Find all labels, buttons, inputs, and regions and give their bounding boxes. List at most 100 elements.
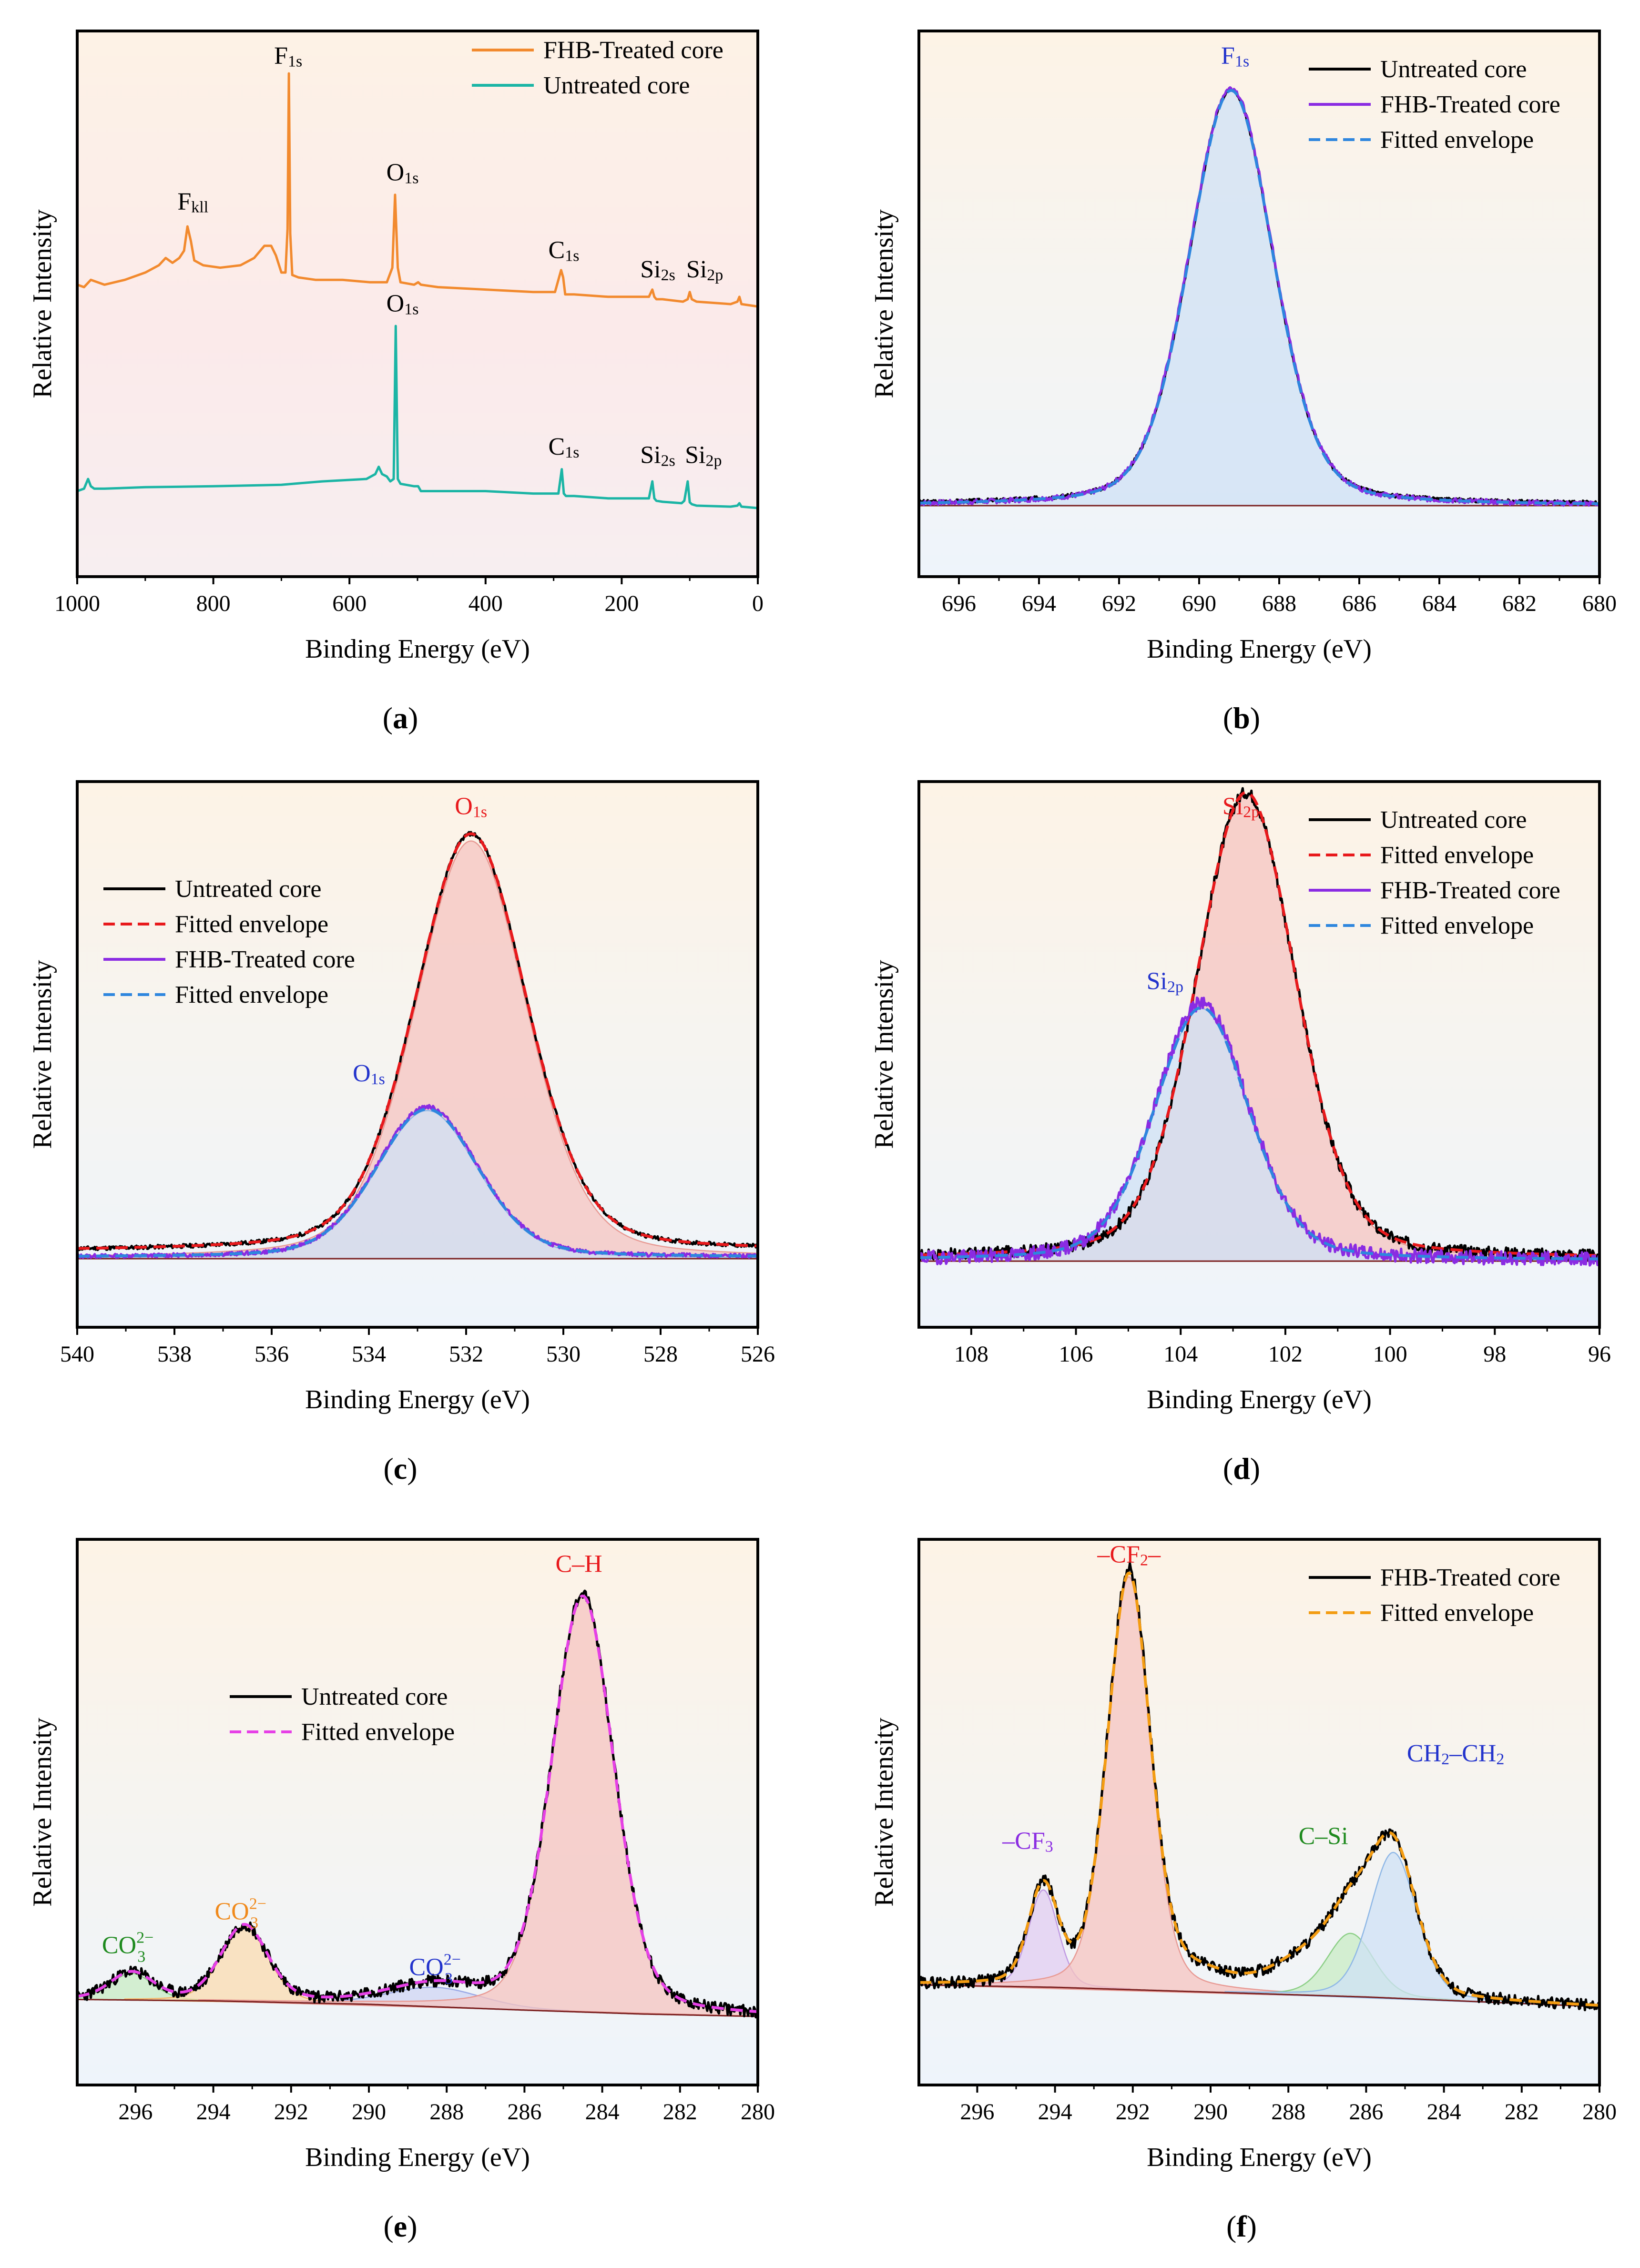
legend: FHB-Treated core Fitted envelope bbox=[1309, 1564, 1560, 1627]
plot-frame bbox=[917, 1538, 1601, 2086]
legend-label: Untreated core bbox=[301, 1683, 448, 1710]
x-tick-label: 528 bbox=[643, 1342, 678, 1367]
x-tick-label: 530 bbox=[546, 1342, 581, 1367]
background-baseline bbox=[77, 1999, 758, 2017]
x-tick-label: 294 bbox=[196, 2099, 231, 2125]
x-tick-label: 280 bbox=[1582, 2099, 1617, 2125]
plot-frame bbox=[76, 1538, 759, 2086]
chart-panel-e: C–H CO2− 3 CO2− 3 CO2− 3 Untreated core Fitted e… bbox=[28, 1538, 775, 2172]
x-tick-label: 680 bbox=[1582, 591, 1617, 616]
x-tick-label: 282 bbox=[663, 2099, 697, 2125]
legend-label: Fitted envelope bbox=[1380, 912, 1534, 939]
x-tick-label: 284 bbox=[1427, 2099, 1461, 2125]
x-tick-label: 692 bbox=[1102, 591, 1136, 616]
caption-b: (b) bbox=[1222, 701, 1261, 735]
series-fitted-envelope-dashed bbox=[77, 1594, 758, 2014]
legend: Untreated core Fitted envelope FHB-Treated… bbox=[1309, 806, 1560, 939]
x-tick-label: 292 bbox=[1116, 2099, 1150, 2125]
peak-label-1: O1s bbox=[455, 793, 487, 821]
peak-label-2: Fkll bbox=[177, 188, 208, 216]
caption-d: (d) bbox=[1222, 1452, 1261, 1485]
x-tick-label: 288 bbox=[1271, 2099, 1305, 2125]
legend-label: FHB-Treated core bbox=[543, 37, 723, 64]
y-axis-label: Relative Intensity bbox=[28, 1718, 57, 1907]
plot-frame bbox=[917, 780, 1601, 1329]
x-tick-label: 1000 bbox=[54, 591, 100, 616]
x-tick-label: 286 bbox=[1349, 2099, 1383, 2125]
plot-area bbox=[919, 86, 1599, 507]
x-axis-label: Binding Energy (eV) bbox=[305, 1385, 530, 1414]
x-tick-label: 684 bbox=[1422, 591, 1457, 616]
series-fitted-envelope-dashed bbox=[77, 832, 758, 1250]
component-peak-1 bbox=[77, 840, 758, 1260]
peak-label-4: C1s bbox=[549, 236, 580, 264]
plot-frame bbox=[917, 30, 1601, 578]
y-axis-label: Relative Intensity bbox=[28, 209, 57, 398]
x-tick-label: 600 bbox=[332, 591, 367, 616]
x-tick-label: 294 bbox=[1038, 2099, 1072, 2125]
series-fhb-treated-core bbox=[919, 86, 1599, 507]
chart-panel-c: O1s O1s Untreated core Fitted envelope FHB-T… bbox=[28, 780, 775, 1414]
y-axis-label: Relative Intensity bbox=[869, 960, 899, 1149]
legend-label: Fitted envelope bbox=[301, 1719, 455, 1746]
peak-label-1: C–H bbox=[556, 1551, 602, 1578]
plot-area bbox=[77, 831, 758, 1260]
x-tick-label: 532 bbox=[449, 1342, 483, 1367]
peak-label-6: Si2p bbox=[686, 256, 723, 284]
legend: Untreated core Fitted envelope FHB-Treated… bbox=[103, 875, 355, 1008]
x-tick-label: 694 bbox=[1022, 591, 1056, 616]
series-fhb-treated-core bbox=[77, 72, 758, 308]
legend-label: FHB-Treated core bbox=[1380, 1564, 1560, 1591]
series-untreated-core bbox=[77, 325, 758, 509]
plot-area bbox=[77, 1589, 758, 2019]
caption-f: (f) bbox=[1226, 2209, 1257, 2243]
x-axis-label: Binding Energy (eV) bbox=[1147, 2143, 1372, 2172]
chart-panel-a: F1s Fkll O1s C1s Si2s Si2p O1s C1s Si2s Si2p FHB-T… bbox=[28, 30, 764, 664]
peak-label-9: Si2s bbox=[640, 441, 675, 469]
peak-label-2: O1s bbox=[353, 1060, 385, 1088]
x-tick-label: 800 bbox=[196, 591, 231, 616]
peak-label-1: F1s bbox=[274, 42, 302, 71]
caption-c: (c) bbox=[383, 1452, 418, 1485]
x-tick-label: 296 bbox=[960, 2099, 994, 2125]
x-tick-label: 108 bbox=[954, 1342, 988, 1367]
x-tick-label: 290 bbox=[352, 2099, 386, 2125]
x-tick-label: 296 bbox=[118, 2099, 153, 2125]
x-tick-label: 292 bbox=[274, 2099, 308, 2125]
caption-a: (a) bbox=[382, 701, 418, 735]
x-tick-label: 688 bbox=[1262, 591, 1296, 616]
x-tick-label: 534 bbox=[352, 1342, 386, 1367]
chart-panel-d: Si2p Si2p Untreated core Fitted envelope FHB… bbox=[869, 780, 1611, 1414]
peak-label-3: O1s bbox=[387, 159, 419, 187]
legend-label: FHB-Treated core bbox=[1380, 877, 1560, 904]
x-tick-label: 400 bbox=[469, 591, 503, 616]
caption-e: (e) bbox=[383, 2209, 418, 2243]
plot-area bbox=[919, 787, 1599, 1267]
x-tick-label: 104 bbox=[1163, 1342, 1198, 1367]
series-fitted-envelope-dashed bbox=[919, 1006, 1599, 1261]
x-tick-label: 102 bbox=[1268, 1342, 1303, 1367]
x-axis-label: Binding Energy (eV) bbox=[1147, 1385, 1372, 1414]
legend-label: FHB-Treated core bbox=[175, 946, 355, 973]
x-tick-label: 280 bbox=[741, 2099, 775, 2125]
plot-area bbox=[77, 72, 758, 509]
x-tick-label: 682 bbox=[1502, 591, 1537, 616]
y-axis-label: Relative Intensity bbox=[869, 209, 899, 398]
x-tick-label: 106 bbox=[1059, 1342, 1093, 1367]
x-tick-label: 538 bbox=[157, 1342, 192, 1367]
legend-label: Fitted envelope bbox=[175, 911, 328, 938]
x-tick-label: 286 bbox=[507, 2099, 541, 2125]
x-tick-label: 282 bbox=[1505, 2099, 1539, 2125]
x-tick-label: 284 bbox=[585, 2099, 620, 2125]
x-axis-label: Binding Energy (eV) bbox=[1147, 634, 1372, 664]
x-tick-label: 288 bbox=[429, 2099, 464, 2125]
legend: Untreated core FHB-Treated core Fitted env… bbox=[1309, 56, 1560, 153]
series-fitted-envelope-dashed bbox=[919, 89, 1599, 505]
x-tick-label: 96 bbox=[1588, 1342, 1611, 1367]
peak-label-1: F1s bbox=[1221, 42, 1249, 71]
legend-label: Fitted envelope bbox=[1380, 1599, 1534, 1627]
x-tick-label: 526 bbox=[741, 1342, 775, 1367]
x-tick-label: 536 bbox=[255, 1342, 289, 1367]
legend-label: FHB-Treated core bbox=[1380, 91, 1560, 118]
peak-label-8: C1s bbox=[549, 433, 580, 461]
